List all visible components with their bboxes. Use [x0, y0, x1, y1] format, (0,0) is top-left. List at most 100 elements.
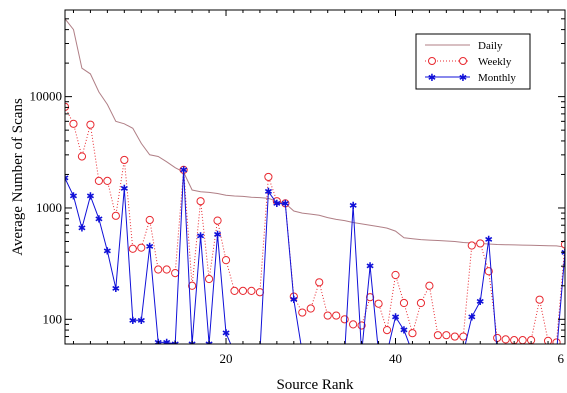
data-point-weekly [382, 325, 392, 335]
data-point-monthly: ✱ [264, 187, 272, 198]
data-point-weekly [77, 152, 87, 161]
y-tick-label: 100 [43, 311, 63, 326]
data-point-monthly: ✱ [298, 348, 306, 359]
data-point-weekly [111, 211, 120, 220]
data-point-weekly [221, 256, 231, 265]
legend: Daily Weekly ✱ ✱ Monthly [415, 33, 531, 90]
data-point-monthly: ✱ [349, 201, 357, 212]
data-point-weekly [298, 308, 307, 317]
data-point-weekly [145, 215, 154, 225]
data-point-weekly [204, 274, 214, 284]
data-point-monthly: ✱ [103, 247, 111, 258]
data-point-monthly: ✱ [256, 348, 264, 359]
data-point-monthly: ✱ [340, 348, 348, 359]
data-point-weekly [374, 299, 383, 308]
data-point-weekly [264, 172, 273, 182]
data-point-weekly [247, 286, 256, 295]
data-point-weekly [255, 288, 265, 297]
data-point-monthly: ✱ [196, 232, 204, 243]
data-point-monthly: ✱ [357, 348, 365, 359]
data-point-monthly: ✱ [544, 348, 552, 359]
series-line-weekly [65, 106, 565, 343]
legend-marker-weekly [428, 57, 436, 65]
data-point-weekly [238, 286, 248, 295]
data-point-weekly [442, 331, 451, 340]
y-tick-label: 10000 [30, 89, 63, 104]
data-point-monthly: ✱ [442, 348, 450, 359]
data-point-monthly: ✱ [78, 224, 86, 235]
series-line-monthly [65, 169, 565, 344]
data-point-monthly: ✱ [146, 242, 154, 253]
data-point-monthly: ✱ [247, 348, 255, 359]
data-point-weekly [493, 333, 502, 343]
data-point-weekly [188, 281, 197, 290]
data-point-weekly [425, 281, 434, 290]
plot-frame [64, 9, 566, 345]
data-point-weekly [154, 265, 163, 274]
data-point-monthly: ✱ [137, 316, 145, 327]
data-point-monthly: ✱ [366, 262, 374, 273]
legend-marker-monthly: ✱ [428, 73, 436, 84]
data-point-weekly [552, 338, 561, 344]
data-point-monthly: ✱ [273, 199, 281, 210]
data-point-weekly [69, 119, 78, 128]
data-point-weekly [518, 336, 527, 344]
data-point-weekly [433, 331, 442, 340]
data-point-monthly: ✱ [129, 316, 137, 327]
data-point-monthly: ✱ [400, 326, 408, 337]
data-point-monthly: ✱ [501, 348, 509, 359]
data-point-monthly: ✱ [95, 214, 103, 225]
y-axis-title: Average Number of Scans [10, 98, 26, 256]
data-point-weekly [349, 320, 358, 329]
data-point-weekly [332, 311, 341, 320]
data-point-weekly [94, 176, 103, 186]
data-point-monthly: ✱ [222, 329, 230, 340]
data-point-monthly: ✱ [281, 199, 289, 210]
data-point-weekly [501, 335, 510, 344]
data-point-monthly: ✱ [239, 348, 247, 359]
data-point-monthly: ✱ [120, 184, 128, 195]
data-point-monthly: ✱ [332, 348, 340, 359]
data-point-weekly [560, 240, 565, 249]
data-point-weekly [213, 216, 222, 225]
data-point-monthly: ✱ [391, 312, 399, 323]
data-point-weekly [323, 311, 332, 320]
data-point-monthly: ✱ [290, 295, 298, 306]
data-point-monthly: ✱ [307, 348, 315, 359]
legend-marker-monthly-2: ✱ [459, 73, 467, 84]
data-point-monthly: ✱ [425, 348, 433, 359]
data-point-weekly [196, 197, 205, 206]
data-point-weekly [535, 295, 544, 304]
data-point-monthly: ✱ [561, 248, 567, 259]
legend-label-weekly: Weekly [478, 56, 512, 68]
x-tick-label: 20 [220, 351, 233, 366]
data-point-monthly: ✱ [374, 348, 382, 359]
data-point-monthly: ✱ [315, 348, 323, 359]
data-point-monthly: ✱ [451, 348, 459, 359]
data-point-monthly: ✱ [493, 348, 501, 359]
data-point-monthly: ✱ [527, 348, 535, 359]
data-point-weekly [120, 155, 129, 165]
data-point-monthly: ✱ [86, 192, 94, 203]
data-point-monthly: ✱ [485, 235, 493, 246]
data-point-monthly: ✱ [61, 174, 69, 185]
data-point-monthly: ✱ [69, 192, 77, 203]
data-point-weekly [306, 304, 315, 313]
data-point-weekly [171, 269, 180, 278]
data-point-weekly [408, 329, 417, 338]
data-point-weekly [103, 176, 112, 186]
data-point-weekly [416, 298, 426, 308]
y-tick-label: 1000 [36, 200, 62, 215]
legend-label-monthly: Monthly [478, 72, 516, 84]
data-point-weekly [315, 278, 324, 287]
data-point-monthly: ✱ [468, 312, 476, 323]
legend-label-daily: Daily [478, 40, 503, 52]
data-point-monthly: ✱ [154, 338, 162, 349]
data-point-weekly [128, 244, 137, 253]
data-point-monthly: ✱ [459, 348, 467, 359]
x-tick-label: 40 [389, 351, 402, 366]
data-point-weekly [391, 270, 400, 280]
data-point-monthly: ✱ [417, 348, 425, 359]
data-point-monthly: ✱ [535, 348, 543, 359]
